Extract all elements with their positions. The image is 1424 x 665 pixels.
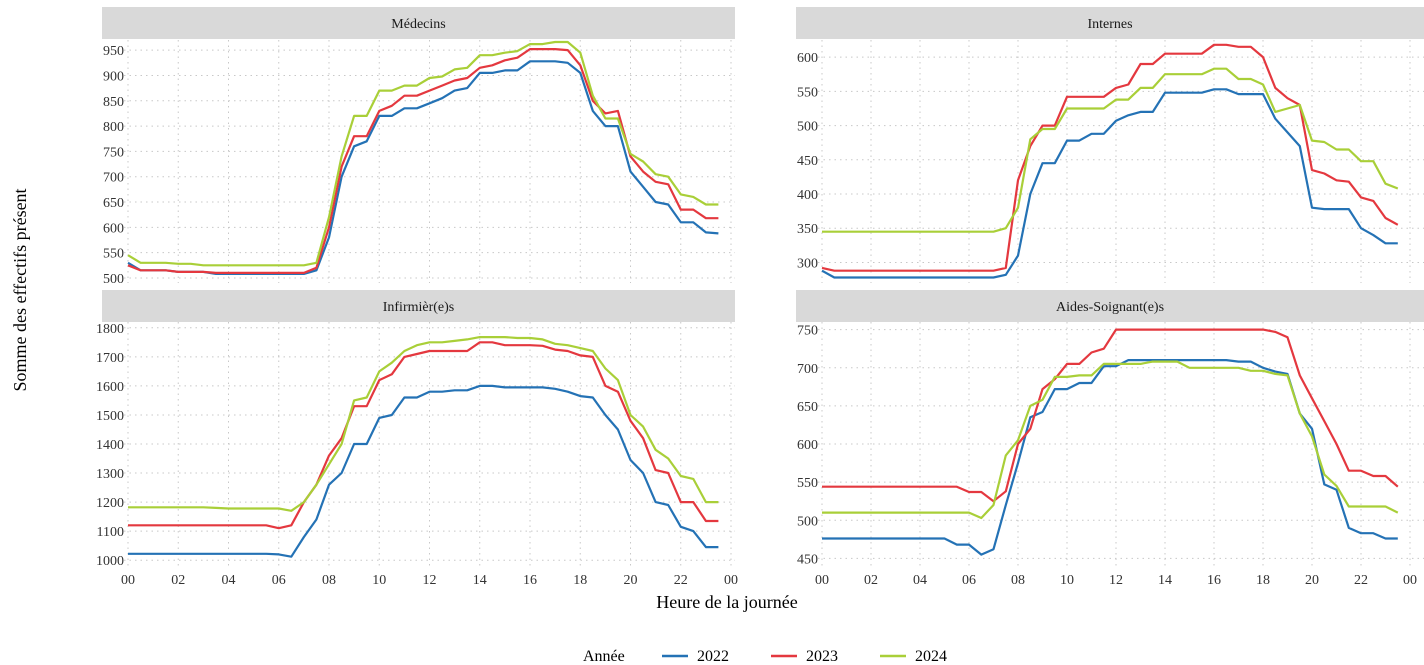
y-tick-label: 900: [103, 69, 124, 84]
legend-label-2022: 2022: [697, 648, 729, 665]
y-tick-label: 1500: [96, 409, 124, 424]
legend-label-2024: 2024: [915, 648, 947, 665]
y-tick-label: 1700: [96, 351, 124, 366]
y-tick-label: 300: [797, 256, 818, 271]
x-tick-label: 20: [624, 573, 638, 588]
y-tick-label: 1800: [96, 322, 124, 337]
y-tick-label: 600: [797, 438, 818, 453]
series-line-2022: [128, 384, 719, 558]
panel-title: Aides-Soignant(e)s: [1056, 300, 1164, 315]
panel-aides-soignant-e-s: Aides-Soignant(e)s 450 500 550 600 650 700 750 0…: [796, 290, 1424, 588]
y-tick-label: 1100: [97, 525, 124, 540]
x-tick-label: 16: [523, 573, 537, 588]
series-line-2024: [128, 336, 719, 512]
x-tick-label: 16: [1207, 573, 1221, 588]
y-tick-label: 700: [103, 171, 124, 186]
series-line-2023: [127, 47, 719, 274]
y-tick-label: 400: [797, 188, 818, 203]
y-tick-label: 750: [103, 145, 124, 160]
x-tick-label: 08: [1011, 573, 1025, 588]
series-line-2023: [128, 341, 719, 530]
x-axis-title: Heure de la journée: [656, 592, 797, 612]
panel-internes: Internes 300 350 400 450 500 550 600: [796, 7, 1424, 283]
series-line-2024: [127, 40, 719, 267]
x-tick-label: 02: [864, 573, 878, 588]
y-tick-label: 650: [103, 196, 124, 211]
y-tick-label: 750: [797, 324, 818, 339]
x-tick-label: 12: [1109, 573, 1123, 588]
y-tick-label: 450: [797, 552, 818, 567]
panel-strip: [102, 7, 735, 39]
panel-title: Infirmièr(e)s: [383, 300, 455, 315]
y-axis-title: Somme des effectifs présent: [10, 188, 30, 391]
x-tick-label: 06: [272, 573, 286, 588]
x-tick-label: 20: [1305, 573, 1319, 588]
x-tick-label: 04: [913, 573, 927, 588]
y-tick-label: 700: [797, 362, 818, 377]
x-tick-label: 22: [1354, 573, 1368, 588]
panel-infirmi-r-e-s: Infirmièr(e)s100011001200130014001500160…: [96, 290, 738, 588]
x-tick-label: 00: [121, 573, 135, 588]
x-tick-label: 00: [815, 573, 829, 588]
x-tick-label: 06: [962, 573, 976, 588]
y-tick-label: 600: [797, 51, 818, 66]
x-tick-label: 12: [423, 573, 437, 588]
y-tick-label: 500: [797, 514, 818, 529]
panel-strip: [102, 290, 735, 322]
y-tick-label: 500: [103, 272, 124, 287]
y-tick-label: 800: [103, 120, 124, 135]
x-tick-label: 08: [322, 573, 336, 588]
y-tick-label: 500: [797, 120, 818, 135]
y-tick-label: 650: [797, 400, 818, 415]
y-tick-label: 550: [103, 247, 124, 262]
y-tick-label: 950: [103, 44, 124, 59]
y-tick-label: 550: [797, 85, 818, 100]
y-tick-label: 1300: [96, 467, 124, 482]
x-tick-label: 14: [1158, 573, 1172, 588]
series-line-2023: [821, 43, 1399, 272]
series-line-2023: [822, 328, 1399, 503]
y-tick-label: 1600: [96, 380, 124, 395]
series-line-2022: [822, 359, 1398, 556]
panel-title: Médecins: [391, 17, 445, 32]
panel-strip: [796, 7, 1424, 39]
y-tick-label: 600: [103, 221, 124, 236]
y-tick-label: 350: [797, 222, 818, 237]
panels-layer: Médecins 500 550 600 650 700 750 800 850 900 950 In…: [96, 7, 1424, 588]
y-tick-label: 1400: [96, 438, 124, 453]
x-tick-label: 00: [724, 573, 738, 588]
panel-m-decins: Médecins 500 550 600 650 700 750 800 850 900 950: [102, 7, 735, 287]
legend: Année 2022 2023 2024: [583, 648, 947, 665]
y-tick-label: 1000: [96, 554, 124, 569]
x-tick-label: 02: [171, 573, 185, 588]
y-tick-label: 1200: [96, 496, 124, 511]
panel-strip: [796, 290, 1424, 322]
y-tick-label: 450: [797, 154, 818, 169]
y-tick-label: 550: [797, 476, 818, 491]
x-tick-label: 14: [473, 573, 487, 588]
legend-title: Année: [583, 648, 625, 665]
legend-label-2023: 2023: [806, 648, 838, 665]
series-line-2024: [822, 67, 1399, 233]
series-line-2024: [822, 360, 1399, 520]
x-tick-label: 10: [1060, 573, 1074, 588]
x-tick-label: 18: [1256, 573, 1270, 588]
x-tick-label: 22: [674, 573, 688, 588]
x-tick-label: 00: [1403, 573, 1417, 588]
x-tick-label: 04: [222, 573, 236, 588]
x-tick-label: 10: [372, 573, 386, 588]
series-line-2022: [821, 88, 1398, 279]
panel-title: Internes: [1087, 17, 1132, 32]
y-tick-label: 850: [103, 95, 124, 110]
x-tick-label: 18: [573, 573, 587, 588]
